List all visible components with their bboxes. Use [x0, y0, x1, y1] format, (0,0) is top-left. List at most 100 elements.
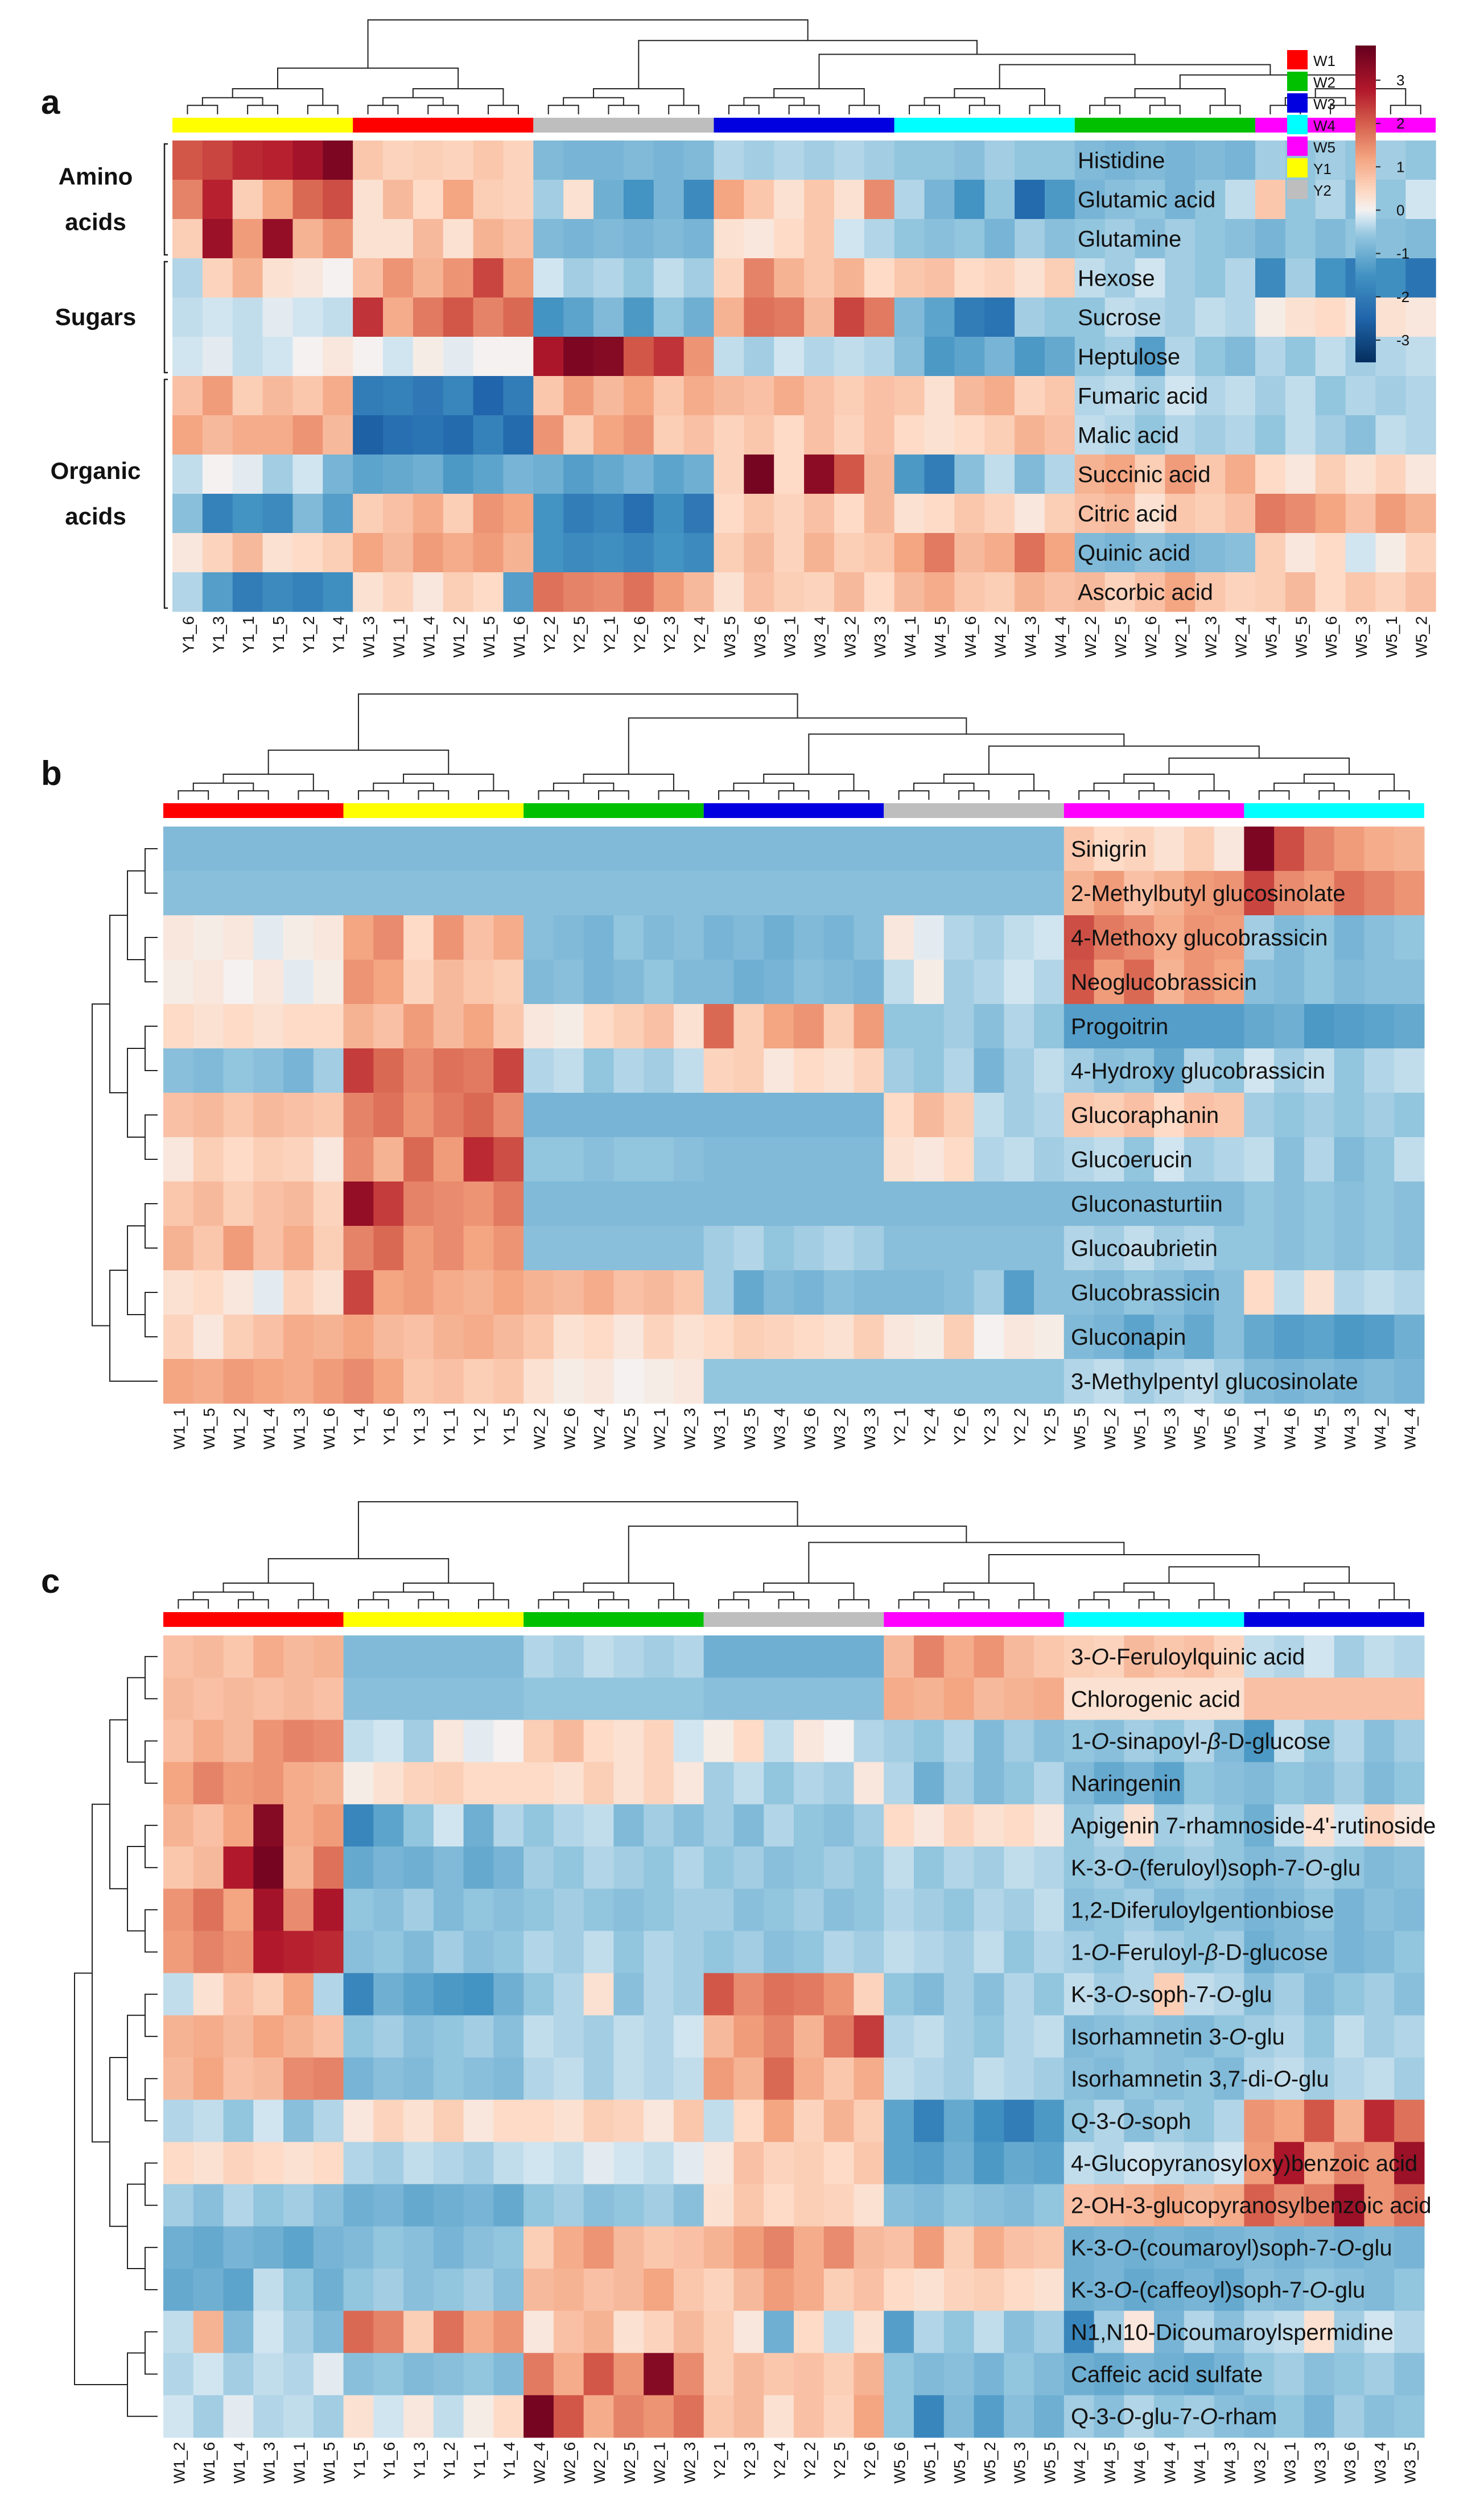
heatmap-cell — [653, 533, 685, 573]
heatmap-cell — [223, 1846, 254, 1889]
heatmap-cell — [1274, 2015, 1305, 2058]
heatmap-cell — [403, 1762, 434, 1805]
colorbar-segment — [1355, 251, 1376, 255]
heatmap-cell — [683, 219, 715, 259]
heatmap-cell — [1004, 2100, 1034, 2142]
heatmap-cell — [943, 2226, 975, 2269]
heatmap-cell — [703, 2142, 735, 2185]
colorbar-segment — [1355, 209, 1376, 212]
heatmap-cell — [623, 180, 654, 220]
heatmap-cell — [553, 2058, 584, 2100]
heatmap-cell — [553, 1973, 584, 2016]
heatmap-cell — [793, 1720, 825, 1763]
heatmap-cell — [1394, 2015, 1425, 2058]
heatmap-cell — [1184, 1973, 1215, 2016]
heatmap-cell — [373, 2311, 404, 2353]
heatmap-cell — [262, 298, 294, 337]
heatmap-cell — [1405, 298, 1436, 337]
heatmap-cell — [1364, 2311, 1395, 2353]
heatmap-cell — [1094, 1093, 1124, 1138]
heatmap-cell — [974, 1762, 1004, 1805]
heatmap-cell — [583, 2184, 614, 2227]
heatmap-cell — [292, 337, 323, 377]
column-label: W5_5 — [1041, 2442, 1058, 2484]
heatmap-cell — [1225, 415, 1256, 455]
heatmap-cell — [1063, 827, 1095, 871]
heatmap-cell — [703, 1093, 735, 1138]
heatmap-cell — [703, 1973, 735, 2016]
heatmap-cell — [1334, 1315, 1365, 1360]
row-label-text: 3-Methylpentyl glucosinolate — [1071, 1369, 1358, 1394]
heatmap-cell — [623, 298, 654, 337]
column-label: W4_6 — [1281, 1408, 1299, 1449]
row-label-text: -glu — [1247, 2025, 1285, 2050]
heatmap-cell — [1225, 337, 1256, 377]
heatmap-cell — [403, 915, 434, 960]
heatmap-cell — [443, 337, 474, 377]
heatmap-cell — [1315, 180, 1346, 220]
heatmap-cell — [163, 1181, 194, 1226]
heatmap-cell — [403, 1678, 434, 1720]
column-label: W2_5 — [621, 1408, 638, 1449]
heatmap-cell — [823, 2269, 855, 2311]
heatmap-cell — [793, 1762, 825, 1805]
heatmap-cell — [563, 141, 594, 180]
heatmap-cell — [924, 376, 955, 416]
row-label-text: 1,2-Diferuloylgentionbiose — [1071, 1898, 1334, 1923]
heatmap-cell — [1094, 2269, 1124, 2311]
heatmap-cell — [1214, 1973, 1244, 2016]
row-label-text: 2-Methylbutyl glucosinolate — [1071, 881, 1345, 906]
heatmap-cell — [1195, 298, 1226, 337]
heatmap-cell — [623, 572, 654, 612]
heatmap-cell — [1375, 337, 1406, 377]
row-label-text: -Feruloyl- — [1109, 1940, 1205, 1965]
heatmap-cell — [202, 219, 233, 259]
heatmap-cell — [714, 298, 744, 337]
heatmap-cell — [854, 1004, 884, 1049]
heatmap-cell — [1154, 2184, 1185, 2227]
heatmap-cell — [673, 1931, 704, 1974]
heatmap-cell — [1214, 2015, 1244, 2058]
heatmap-cell — [864, 337, 895, 377]
heatmap-cell — [644, 1093, 674, 1138]
heatmap-cell — [673, 1270, 704, 1315]
heatmap-cell — [493, 1137, 524, 1182]
heatmap-cell — [1135, 180, 1165, 220]
column-label: W4_1 — [1191, 2442, 1209, 2484]
heatmap-cell — [1034, 1804, 1065, 1847]
column-label: W5_1 — [1383, 616, 1400, 658]
heatmap-cell — [1195, 415, 1226, 455]
heatmap-cell — [673, 2184, 704, 2227]
heatmap-cell — [653, 258, 685, 298]
heatmap-cell — [1304, 960, 1335, 1005]
heatmap-cell — [1255, 219, 1286, 259]
group-color-bar-W5 — [1063, 803, 1244, 818]
heatmap-cell — [163, 1804, 194, 1847]
heatmap-cell — [974, 1678, 1004, 1720]
heatmap-cell — [673, 2311, 704, 2353]
heatmap-cell — [593, 298, 624, 337]
heatmap-cell — [283, 871, 314, 916]
heatmap-cell — [403, 2395, 434, 2438]
row-label-italic: O — [1273, 2067, 1291, 2092]
heatmap-cell — [283, 1004, 314, 1049]
heatmap-cell — [673, 915, 704, 960]
heatmap-cell — [1244, 1315, 1275, 1360]
heatmap-cell — [1255, 298, 1286, 337]
heatmap-cell — [733, 1720, 764, 1763]
heatmap-cell — [943, 1315, 975, 1360]
heatmap-cell — [383, 180, 414, 220]
heatmap-cell — [1124, 1315, 1155, 1360]
heatmap-cell — [433, 1093, 464, 1138]
heatmap-cell — [733, 1762, 764, 1805]
heatmap-cell — [644, 1804, 674, 1847]
row-label-italic: O — [1091, 1940, 1109, 1965]
heatmap-cell — [613, 2395, 644, 2438]
heatmap-cell — [383, 141, 414, 180]
heatmap-cell — [283, 2311, 314, 2353]
colorbar-segment — [1355, 283, 1376, 286]
heatmap-cell — [914, 1973, 945, 2016]
heatmap-cell — [1154, 1973, 1185, 2016]
heatmap-cell — [1214, 1804, 1244, 1847]
